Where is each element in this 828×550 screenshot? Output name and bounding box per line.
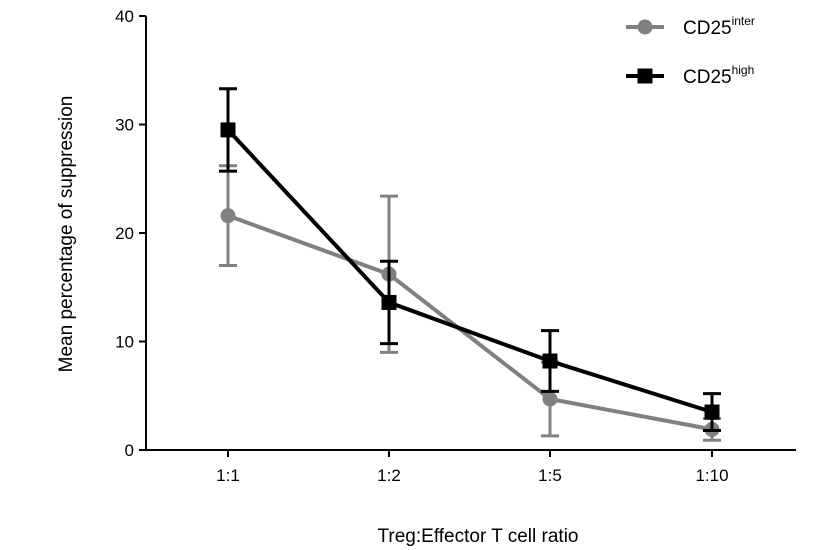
axes (139, 15, 796, 457)
data-point (542, 391, 558, 407)
x-tick-label: 1:5 (538, 466, 562, 485)
legend-item-inter: CD25inter (626, 14, 755, 39)
series-high (219, 87, 721, 432)
x-axis-title: Treg:Effector T cell ratio (378, 526, 579, 547)
x-tick-label: 1:2 (377, 466, 401, 485)
y-axis-title: Mean percentage of suppression (56, 96, 77, 373)
series-line (227, 213, 713, 432)
legend: CD25inter CD25high (626, 14, 755, 88)
legend-label: CD25high (683, 63, 754, 88)
legend-item-high: CD25high (626, 63, 754, 88)
data-point (220, 122, 236, 138)
x-tick-label: 1:1 (216, 466, 240, 485)
legend-marker (637, 19, 653, 35)
x-tick-labels: 1:1 1:2 1:5 1:10 (216, 466, 728, 485)
legend-marker (637, 68, 653, 84)
data-point (542, 353, 558, 369)
series-line (226, 128, 713, 414)
y-tick-label: 10 (115, 333, 134, 352)
y-tick-label: 30 (115, 116, 134, 135)
series-layer (219, 87, 721, 442)
data-point (704, 404, 720, 420)
y-tick-label: 40 (115, 7, 134, 26)
legend-label: CD25inter (683, 14, 755, 39)
y-tick-label: 0 (125, 441, 134, 460)
y-tick-label: 20 (115, 224, 134, 243)
data-point (381, 294, 397, 310)
x-tick-label: 1:10 (695, 466, 728, 485)
data-point (220, 208, 236, 224)
series-inter (219, 164, 721, 442)
y-tick-labels: 0 10 20 30 40 (115, 7, 134, 460)
